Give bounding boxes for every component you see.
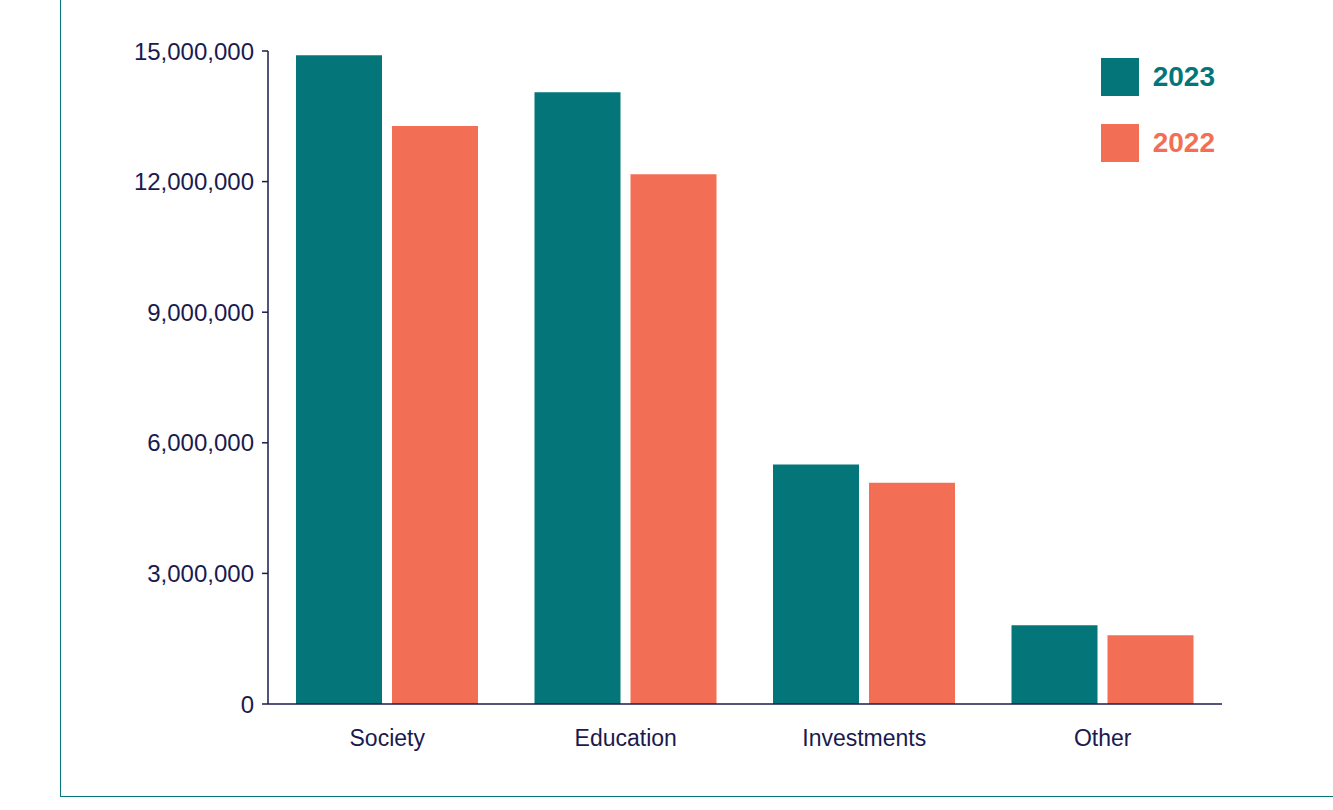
svg-text:Other: Other <box>1074 725 1132 751</box>
svg-text:9,000,000: 9,000,000 <box>147 299 254 326</box>
svg-text:6,000,000: 6,000,000 <box>147 429 254 456</box>
svg-text:15,000,000: 15,000,000 <box>134 38 254 65</box>
svg-text:Society: Society <box>350 725 426 751</box>
svg-text:3,000,000: 3,000,000 <box>147 560 254 587</box>
html-text:2023: 2023 <box>1152 61 1215 92</box>
html-text:2022: 2022 <box>1152 127 1215 158</box>
svg-text:Investments: Investments <box>802 725 926 751</box>
svg-text:0: 0 <box>241 691 254 718</box>
svg-text:12,000,000: 12,000,000 <box>134 168 254 195</box>
svg-text:Education: Education <box>575 725 677 751</box>
